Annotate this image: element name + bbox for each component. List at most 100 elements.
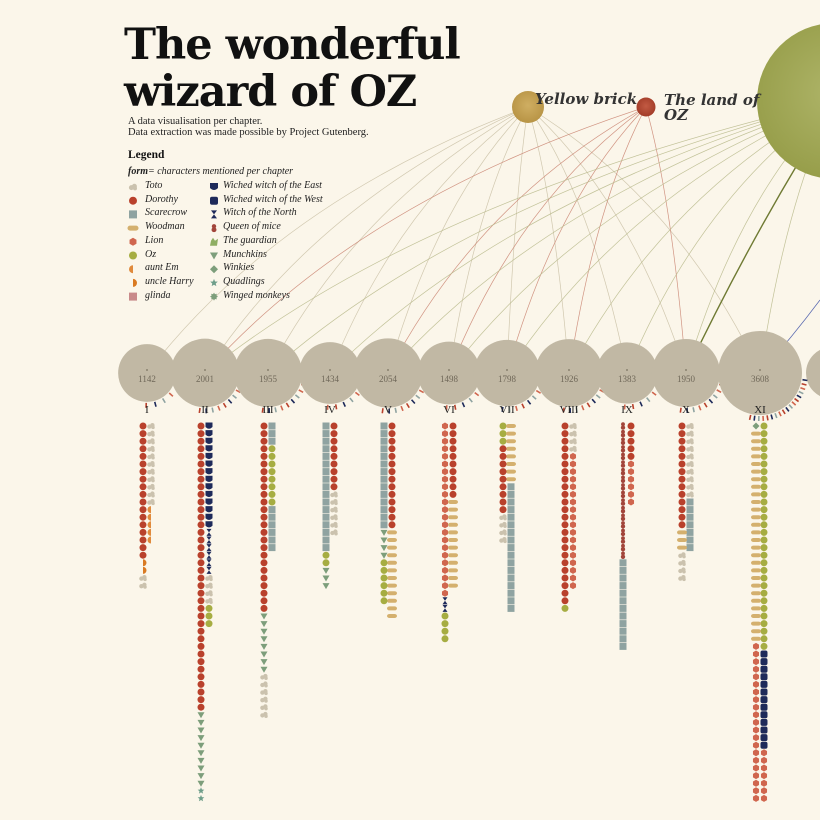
mark-dorothy <box>139 468 147 476</box>
arc-theme0-chapter-i <box>146 106 529 374</box>
legend-aunt-em-icon <box>129 265 133 274</box>
mark-toto <box>569 430 577 437</box>
mark-toto <box>678 567 686 574</box>
mark-oz <box>268 498 276 506</box>
mark-oz <box>760 635 768 643</box>
mark-woodman <box>387 568 397 573</box>
mark-scarecrow <box>507 544 515 552</box>
mark-dorothy <box>197 559 205 567</box>
mark-dorothy <box>330 445 338 453</box>
chapter-viii-numeral: VIII <box>559 404 579 416</box>
theme-land-of-oz-bubble <box>636 97 656 117</box>
mark-dorothy <box>330 460 338 468</box>
mark-toto <box>686 438 694 445</box>
mark-dorothy <box>197 468 205 476</box>
mark-dorothy <box>260 589 268 597</box>
chapter-ix-word-count: 1383 <box>618 374 637 384</box>
chapter-vi-stack <box>441 422 458 643</box>
mark-scarecrow <box>322 544 330 552</box>
mark-woodman <box>751 545 761 550</box>
chapter-xi-bubble <box>718 331 802 415</box>
mark-scarecrow <box>322 536 330 544</box>
mark-dorothy <box>678 422 686 430</box>
mark-lion <box>441 460 449 468</box>
mark-lion <box>441 422 449 430</box>
mark-toto <box>330 521 338 528</box>
arc-theme2-chapter-xi <box>759 132 820 374</box>
mark-lion <box>441 582 449 590</box>
chapter-iii-numeral: III <box>262 404 274 416</box>
mark-toto <box>330 506 338 513</box>
mark-toto <box>499 529 507 536</box>
mark-lion <box>760 749 768 757</box>
chapter-x-word-count: 1950 <box>677 374 696 384</box>
mark-quadlings <box>197 787 205 794</box>
legend-oz-icon <box>129 251 137 260</box>
mark-scarecrow <box>686 513 694 521</box>
mark-dorothy <box>197 673 205 681</box>
mark-oz <box>268 460 276 468</box>
mark-woodman <box>387 598 397 603</box>
mark-dorothy <box>499 475 507 483</box>
mark-dorothy <box>260 551 268 559</box>
mark-lion <box>569 483 577 491</box>
mark-wiched-witch-of-the-west <box>760 711 768 719</box>
mark-woodman <box>751 431 761 436</box>
mark-toto <box>147 476 155 483</box>
mark-dorothy <box>449 445 457 453</box>
chapter-xi-stack <box>751 422 768 802</box>
character-stacks <box>139 422 768 802</box>
mark-scarecrow <box>507 483 515 491</box>
mark-toto <box>330 514 338 521</box>
mark-hourglass <box>442 597 448 605</box>
mark-toto <box>147 453 155 460</box>
mark-dorothy <box>678 468 686 476</box>
mark-woodman <box>751 462 761 466</box>
mark-woodman <box>448 553 458 558</box>
mark-scarecrow <box>268 437 276 445</box>
page-title: The wonderful wizard of OZ <box>124 20 461 116</box>
mark-dorothy <box>260 437 268 445</box>
legend-winkies-icon <box>210 265 218 274</box>
mark-oz <box>322 559 330 567</box>
mark-dorothy <box>139 513 147 521</box>
mark-oz <box>760 452 768 460</box>
mark-lion <box>760 764 768 772</box>
mark-lion <box>752 794 760 802</box>
mark-dorothy <box>499 468 507 476</box>
mark-dorothy <box>561 536 569 544</box>
mark-oz <box>760 422 768 430</box>
mark-dorothy <box>561 506 569 514</box>
mark-munchkins <box>197 750 205 757</box>
mark-dorothy <box>197 513 205 521</box>
mark-dorothy <box>260 475 268 483</box>
mark-dorothy <box>388 445 396 453</box>
legend-item-the-guardian: The guardian <box>223 234 277 246</box>
mark-toto <box>260 704 268 711</box>
mark-dorothy <box>449 483 457 491</box>
mark-dorothy <box>197 437 205 445</box>
mark-munchkins <box>260 666 268 673</box>
mark-munchkins <box>380 537 388 544</box>
mark-dorothy <box>561 422 569 430</box>
mark-oz <box>760 445 768 453</box>
mark-toto <box>147 461 155 468</box>
mark-dorothy <box>260 460 268 468</box>
mark-lion <box>441 551 449 559</box>
mark-dorothy <box>197 483 205 491</box>
mark-scarecrow <box>507 528 515 536</box>
mark-dorothy <box>260 566 268 574</box>
mark-woodman <box>387 583 397 588</box>
mark-lion <box>569 490 577 498</box>
mark-scarecrow <box>619 642 627 650</box>
mark-dorothy <box>197 536 205 544</box>
mark-lion <box>569 498 577 506</box>
mark-woodman <box>448 507 458 512</box>
mark-dorothy <box>330 475 338 483</box>
mark-woodman <box>387 614 397 618</box>
theme-label-land-of-oz-line2: OZ <box>664 106 689 124</box>
mark-dorothy <box>139 498 147 506</box>
mark-queen-of-mice <box>620 467 626 476</box>
mark-queen-of-mice <box>620 422 626 430</box>
title-line-1: The wonderful <box>124 20 461 70</box>
